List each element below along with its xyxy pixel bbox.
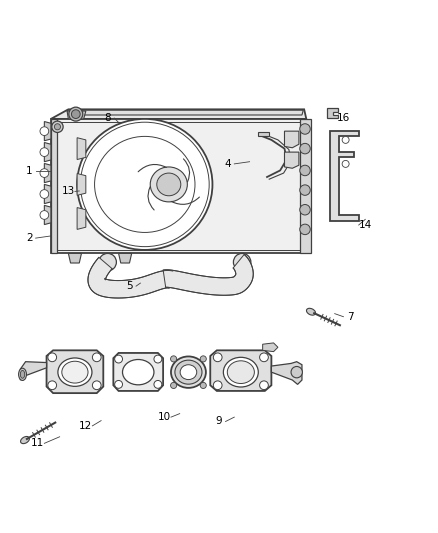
Polygon shape [327,108,338,118]
Circle shape [342,136,349,143]
Polygon shape [113,353,163,391]
Polygon shape [77,138,86,159]
Polygon shape [46,350,103,393]
Ellipse shape [307,308,315,315]
Text: 12: 12 [79,421,92,431]
Circle shape [154,381,162,389]
Ellipse shape [21,437,29,443]
Polygon shape [119,253,132,263]
Ellipse shape [123,359,154,385]
Circle shape [99,253,117,271]
Polygon shape [210,350,272,391]
Text: 4: 4 [224,159,231,169]
Circle shape [300,185,310,195]
Polygon shape [51,119,306,253]
Text: 10: 10 [158,412,171,422]
Polygon shape [44,164,51,183]
Polygon shape [44,184,51,204]
Circle shape [200,356,206,362]
Ellipse shape [150,167,187,202]
Polygon shape [67,111,86,119]
Ellipse shape [157,173,181,196]
Polygon shape [44,122,51,141]
Text: 9: 9 [215,416,223,426]
Circle shape [300,205,310,215]
Circle shape [69,107,83,121]
Circle shape [291,367,302,378]
Circle shape [300,224,310,235]
Circle shape [213,381,222,390]
Circle shape [300,124,310,134]
Polygon shape [44,205,51,224]
Circle shape [300,143,310,154]
Text: 7: 7 [346,312,353,322]
Circle shape [40,211,49,220]
Ellipse shape [227,361,254,384]
Polygon shape [300,119,311,253]
Polygon shape [258,132,269,136]
Circle shape [92,381,101,390]
Polygon shape [285,131,299,148]
Circle shape [54,124,60,130]
Circle shape [48,381,57,390]
Circle shape [170,382,177,389]
Circle shape [115,381,123,389]
Polygon shape [272,362,302,384]
Circle shape [115,355,123,363]
Circle shape [40,169,49,177]
Text: 8: 8 [104,113,111,123]
Ellipse shape [77,119,212,250]
Circle shape [92,353,101,362]
Polygon shape [263,343,278,352]
Ellipse shape [171,357,206,388]
Circle shape [213,353,222,362]
Ellipse shape [62,361,88,383]
Polygon shape [88,257,173,298]
Circle shape [48,353,57,362]
Polygon shape [77,207,86,229]
Polygon shape [20,362,46,380]
Circle shape [300,165,310,176]
Circle shape [71,110,80,118]
Circle shape [154,355,162,363]
Polygon shape [77,174,86,195]
Circle shape [260,381,268,390]
Circle shape [40,148,49,157]
Circle shape [342,160,349,167]
Polygon shape [163,254,253,295]
Text: 5: 5 [126,281,133,291]
Ellipse shape [180,365,197,379]
Circle shape [170,356,177,362]
Polygon shape [67,110,303,115]
Text: 1: 1 [26,166,32,176]
Circle shape [40,127,49,135]
Polygon shape [44,142,51,161]
Ellipse shape [58,358,92,386]
Text: 13: 13 [62,187,75,196]
Text: 11: 11 [31,438,44,448]
Circle shape [260,353,268,362]
Text: 16: 16 [337,113,350,123]
Ellipse shape [175,360,202,384]
Circle shape [200,382,206,389]
Text: 14: 14 [359,220,372,230]
Polygon shape [285,152,299,168]
Ellipse shape [18,368,26,381]
Ellipse shape [20,370,25,378]
Circle shape [52,121,63,133]
Polygon shape [51,109,306,119]
Polygon shape [51,119,57,253]
Circle shape [233,253,251,271]
Ellipse shape [223,357,258,387]
Circle shape [40,190,49,198]
Text: 2: 2 [26,233,32,243]
Polygon shape [330,131,359,221]
Polygon shape [68,253,81,263]
